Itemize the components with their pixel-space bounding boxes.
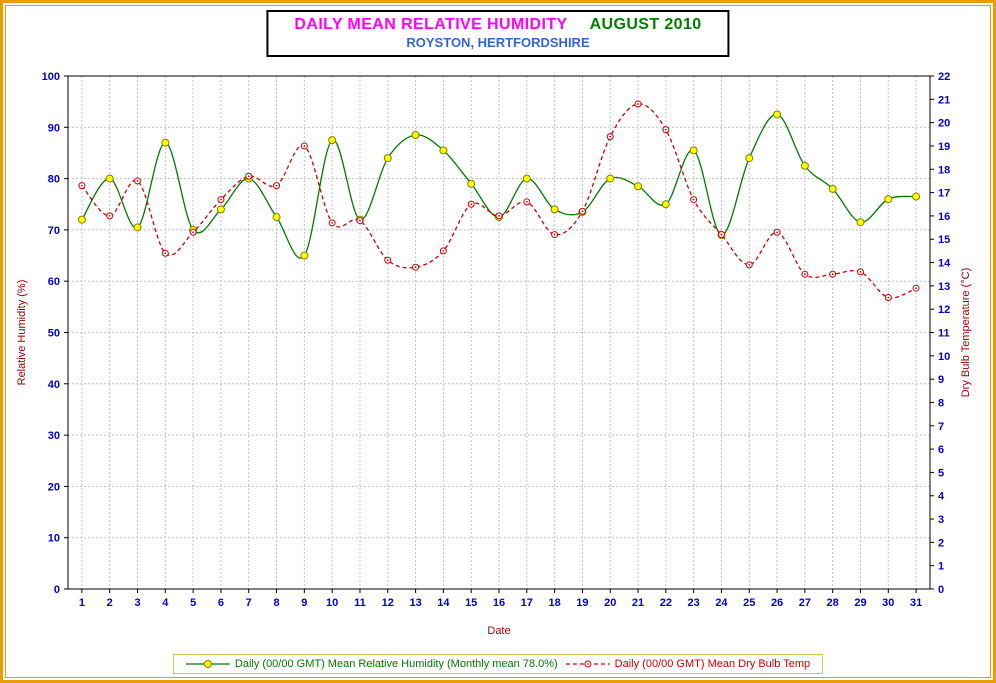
svg-text:30: 30 (882, 597, 894, 609)
svg-text:5: 5 (938, 467, 944, 479)
svg-text:29: 29 (854, 597, 866, 609)
svg-text:9: 9 (938, 374, 944, 386)
svg-text:40: 40 (48, 379, 60, 391)
svg-text:4: 4 (162, 597, 169, 609)
svg-text:28: 28 (827, 597, 839, 609)
svg-text:17: 17 (938, 188, 950, 200)
svg-text:20: 20 (48, 481, 60, 493)
svg-text:19: 19 (938, 141, 950, 153)
chart-title-line: DAILY MEAN RELATIVE HUMIDITY AUGUST 2010 (294, 16, 701, 34)
svg-text:2: 2 (107, 597, 113, 609)
svg-text:24: 24 (715, 597, 728, 609)
svg-text:22: 22 (938, 71, 950, 83)
svg-text:4: 4 (938, 491, 945, 503)
svg-text:Dry Bulb Temperature (°C): Dry Bulb Temperature (°C) (960, 268, 972, 398)
svg-text:10: 10 (326, 597, 338, 609)
chart-title: DAILY MEAN RELATIVE HUMIDITY (294, 16, 568, 33)
svg-text:13: 13 (409, 597, 421, 609)
svg-text:1: 1 (79, 597, 85, 609)
chart-title-box: DAILY MEAN RELATIVE HUMIDITY AUGUST 2010 … (266, 10, 730, 57)
svg-text:14: 14 (437, 597, 450, 609)
svg-text:9: 9 (301, 597, 307, 609)
svg-text:25: 25 (743, 597, 755, 609)
svg-text:12: 12 (382, 597, 394, 609)
svg-text:12: 12 (938, 304, 950, 316)
svg-text:70: 70 (48, 225, 60, 237)
svg-text:15: 15 (465, 597, 477, 609)
svg-text:14: 14 (938, 258, 951, 270)
temp-legend-marker-icon (565, 660, 610, 668)
svg-text:8: 8 (273, 597, 279, 609)
svg-text:Date: Date (487, 625, 510, 637)
svg-text:20: 20 (604, 597, 616, 609)
svg-text:Relative Humidity (%): Relative Humidity (%) (16, 280, 28, 386)
svg-text:21: 21 (632, 597, 644, 609)
svg-text:0: 0 (54, 584, 60, 596)
svg-text:5: 5 (190, 597, 196, 609)
legend-item-humidity: Daily (00/00 GMT) Mean Relative Humidity… (185, 658, 558, 670)
svg-text:90: 90 (48, 122, 60, 134)
svg-text:8: 8 (938, 397, 944, 409)
svg-text:11: 11 (938, 328, 950, 340)
svg-text:31: 31 (910, 597, 922, 609)
svg-text:60: 60 (48, 276, 60, 288)
svg-text:10: 10 (48, 533, 60, 545)
svg-text:0: 0 (938, 584, 944, 596)
legend-label-temp: Daily (00/00 GMT) Mean Dry Bulb Temp (614, 658, 811, 670)
svg-text:6: 6 (218, 597, 224, 609)
svg-text:22: 22 (660, 597, 672, 609)
svg-text:30: 30 (48, 430, 60, 442)
humidity-legend-marker-icon (185, 660, 230, 668)
svg-text:17: 17 (521, 597, 533, 609)
svg-text:16: 16 (938, 211, 950, 223)
legend: Daily (00/00 GMT) Mean Relative Humidity… (172, 654, 824, 674)
svg-text:19: 19 (576, 597, 588, 609)
chart-subtitle: ROYSTON, HERTFORDSHIRE (406, 35, 590, 50)
svg-text:6: 6 (938, 444, 944, 456)
svg-text:1: 1 (938, 561, 944, 573)
svg-text:27: 27 (799, 597, 811, 609)
chart-period: AUGUST 2010 (589, 16, 702, 33)
svg-text:26: 26 (771, 597, 783, 609)
legend-item-temp: Daily (00/00 GMT) Mean Dry Bulb Temp (565, 658, 811, 670)
svg-text:2: 2 (938, 537, 944, 549)
svg-text:50: 50 (48, 328, 60, 340)
svg-text:3: 3 (938, 514, 944, 526)
svg-text:80: 80 (48, 174, 60, 186)
svg-text:20: 20 (938, 118, 950, 130)
svg-text:13: 13 (938, 281, 950, 293)
svg-text:10: 10 (938, 351, 950, 363)
svg-text:18: 18 (938, 164, 950, 176)
legend-label-humidity: Daily (00/00 GMT) Mean Relative Humidity… (234, 658, 558, 670)
svg-text:23: 23 (688, 597, 700, 609)
svg-text:3: 3 (134, 597, 140, 609)
svg-text:100: 100 (42, 71, 60, 83)
svg-text:15: 15 (938, 234, 950, 246)
svg-text:11: 11 (354, 597, 366, 609)
svg-text:7: 7 (246, 597, 252, 609)
svg-text:16: 16 (493, 597, 505, 609)
svg-text:7: 7 (938, 421, 944, 433)
svg-text:18: 18 (548, 597, 560, 609)
svg-text:21: 21 (938, 94, 950, 106)
